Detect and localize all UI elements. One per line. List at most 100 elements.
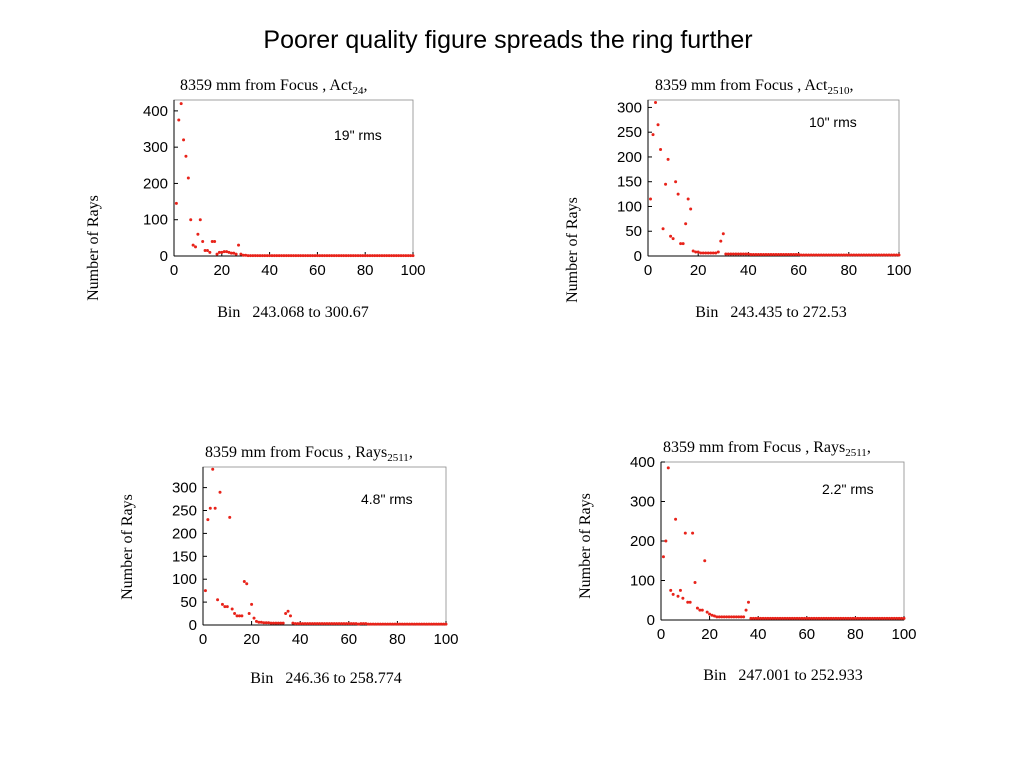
y-tick-label: 100 (143, 212, 168, 229)
data-point (783, 616, 787, 620)
data-point (771, 616, 775, 620)
data-point (222, 250, 226, 254)
x-axis-label: Bin 247.001 to 252.933 (703, 667, 863, 684)
data-point (306, 254, 310, 258)
data-point (366, 254, 370, 258)
data-point (378, 254, 382, 258)
data-point (325, 622, 329, 626)
data-point (252, 616, 256, 620)
y-axis-label: Number of Rays (564, 197, 581, 303)
x-tick-label: 80 (847, 626, 864, 643)
data-point (651, 133, 655, 137)
data-point (869, 253, 873, 257)
data-point (339, 254, 343, 258)
data-point (374, 622, 378, 626)
data-point (705, 610, 709, 614)
data-point (311, 254, 315, 258)
data-point (834, 253, 838, 257)
data-point (744, 252, 748, 256)
data-point (344, 254, 348, 258)
data-point (664, 539, 668, 543)
data-point (731, 252, 735, 256)
data-point (873, 616, 877, 620)
data-point (210, 239, 214, 243)
rms-annotation: 2.2" rms (822, 481, 874, 497)
data-point (754, 253, 758, 257)
data-point (789, 253, 793, 257)
data-point (712, 614, 716, 618)
data-point (681, 242, 685, 246)
data-point (186, 176, 190, 180)
data-point (284, 254, 288, 258)
data-point (354, 254, 358, 258)
data-point (352, 622, 356, 626)
data-point (412, 622, 416, 626)
data-point (729, 615, 733, 619)
data-point (862, 253, 866, 257)
data-point (237, 243, 241, 247)
data-point (701, 251, 705, 255)
data-point (800, 616, 804, 620)
data-point (216, 598, 220, 602)
data-point (875, 616, 879, 620)
x-tick-label: 80 (357, 262, 374, 279)
data-point (228, 515, 232, 519)
x-axis-label: Bin 243.435 to 272.53 (695, 304, 847, 321)
data-point (380, 254, 384, 258)
data-point (829, 253, 833, 257)
x-tick-label: 60 (790, 262, 807, 279)
data-point (849, 616, 853, 620)
data-point (761, 616, 765, 620)
data-point (778, 616, 782, 620)
plot-area: 0 20 40 60 80 100 0 100 200 300 400 (143, 99, 426, 279)
data-point (174, 201, 178, 205)
data-point (782, 253, 786, 257)
data-point (700, 608, 704, 612)
data-point (868, 616, 872, 620)
x-axis-label: Bin 243.068 to 300.67 (217, 304, 369, 321)
data-point (437, 622, 441, 626)
data-point (809, 253, 813, 257)
x-tick-label: 20 (690, 262, 707, 279)
data-point (649, 197, 653, 201)
plot-frame (647, 99, 900, 257)
data-point (229, 251, 233, 255)
x-tick-label: 80 (840, 262, 857, 279)
data-point (263, 254, 267, 258)
rms-annotation: 4.8" rms (361, 491, 413, 507)
data-point (392, 254, 396, 258)
data-point (894, 253, 898, 257)
data-point (420, 622, 424, 626)
data-point (439, 622, 443, 626)
data-point (208, 250, 212, 254)
data-point (696, 250, 700, 254)
x-tick-label: 60 (340, 631, 357, 648)
data-point (344, 622, 348, 626)
data-point (880, 616, 884, 620)
data-point (370, 254, 374, 258)
chart-title: 8359 mm from Focus , Rays2511, (663, 439, 871, 459)
data-point (746, 252, 750, 256)
data-point (722, 615, 726, 619)
data-point (756, 616, 760, 620)
data-point (694, 250, 698, 254)
data-point (889, 253, 893, 257)
data-point (827, 616, 831, 620)
x-tick-label: 100 (886, 262, 911, 279)
data-point (839, 616, 843, 620)
x-tick-label: 20 (701, 626, 718, 643)
data-point (429, 622, 433, 626)
data-point (804, 253, 808, 257)
data-point (764, 253, 768, 257)
data-point (427, 622, 431, 626)
data-point (315, 622, 319, 626)
data-point (754, 616, 758, 620)
data-point (425, 622, 429, 626)
data-point (401, 254, 405, 258)
data-point (827, 253, 831, 257)
data-point (857, 253, 861, 257)
data-point (239, 252, 243, 256)
data-point (218, 490, 222, 494)
data-point (683, 531, 687, 535)
y-tick-label: 250 (172, 503, 197, 520)
